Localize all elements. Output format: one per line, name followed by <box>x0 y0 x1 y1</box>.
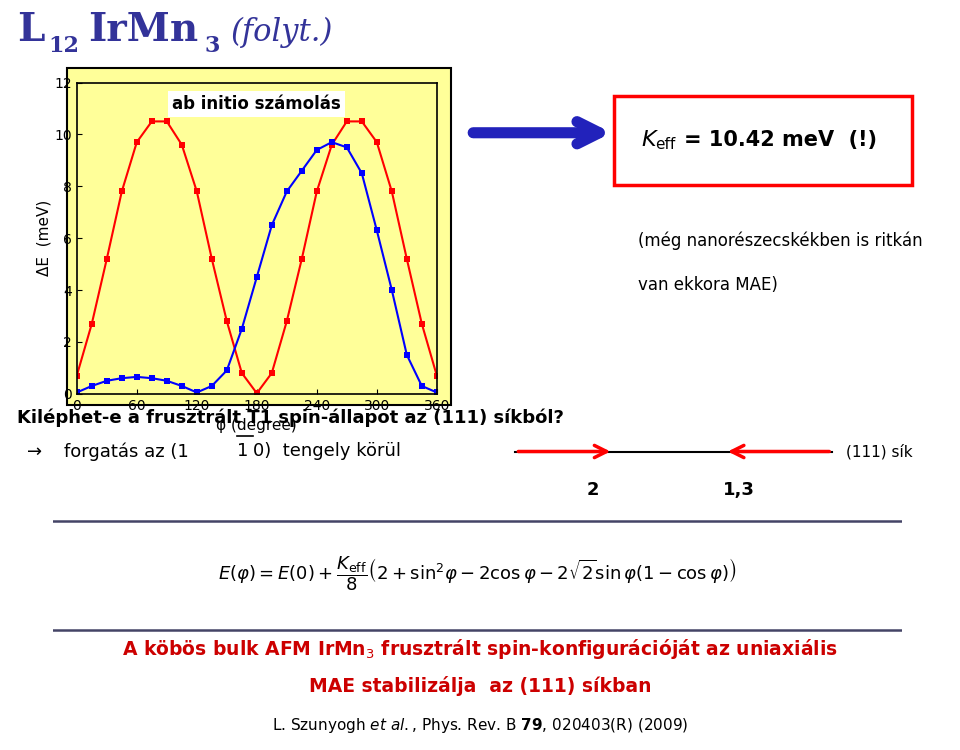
Text: A köbös bulk AFM IrMn$_3$ frusztrált spin-konfigurációját az uniaxiális: A köbös bulk AFM IrMn$_3$ frusztrált spi… <box>122 637 838 661</box>
Text: 2: 2 <box>587 482 599 500</box>
Text: $\mathit{K}$: $\mathit{K}$ <box>641 130 659 150</box>
Text: ab initio számolás: ab initio számolás <box>173 95 341 113</box>
Text: L. Szunyogh $\mathit{et\ al.}$, Phys. Rev. B $\mathbf{79}$, 020403(R) (2009): L. Szunyogh $\mathit{et\ al.}$, Phys. Re… <box>272 716 688 735</box>
Text: →: → <box>27 442 41 460</box>
Text: Kiléphet-e a frusztrált T1 spin-állapot az (111) síkból?: Kiléphet-e a frusztrált T1 spin-állapot … <box>17 409 564 428</box>
Text: 1: 1 <box>237 442 249 460</box>
Text: $\mathit{E}(\varphi) = \mathit{E}(0) + \dfrac{\mathit{K}_\mathrm{eff}}{8}\left(2: $\mathit{E}(\varphi) = \mathit{E}(0) + \… <box>219 554 736 592</box>
FancyBboxPatch shape <box>49 521 905 630</box>
Text: L: L <box>17 11 45 50</box>
Text: 1,3: 1,3 <box>723 482 755 500</box>
Text: = 10.42 meV  (!): = 10.42 meV (!) <box>684 130 877 150</box>
Text: van ekkora MAE): van ekkora MAE) <box>638 276 779 294</box>
Text: MAE stabilizálja  az (111) síkban: MAE stabilizálja az (111) síkban <box>309 676 651 696</box>
FancyBboxPatch shape <box>614 96 912 185</box>
Text: 3: 3 <box>204 35 220 58</box>
Text: eff: eff <box>655 137 676 152</box>
Text: (111) sík: (111) sík <box>846 444 913 459</box>
Text: (folyt.): (folyt.) <box>230 17 333 48</box>
Text: 0)  tengely körül: 0) tengely körül <box>252 442 401 460</box>
Text: (még nanorészecskékben is ritkán: (még nanorészecskékben is ritkán <box>638 231 923 250</box>
X-axis label: φ (degree): φ (degree) <box>216 419 298 434</box>
Text: forgatás az (1: forgatás az (1 <box>63 442 188 460</box>
Text: IrMn: IrMn <box>88 11 199 50</box>
Y-axis label: ΔE  (meV): ΔE (meV) <box>36 200 52 276</box>
Text: 12: 12 <box>48 35 79 58</box>
